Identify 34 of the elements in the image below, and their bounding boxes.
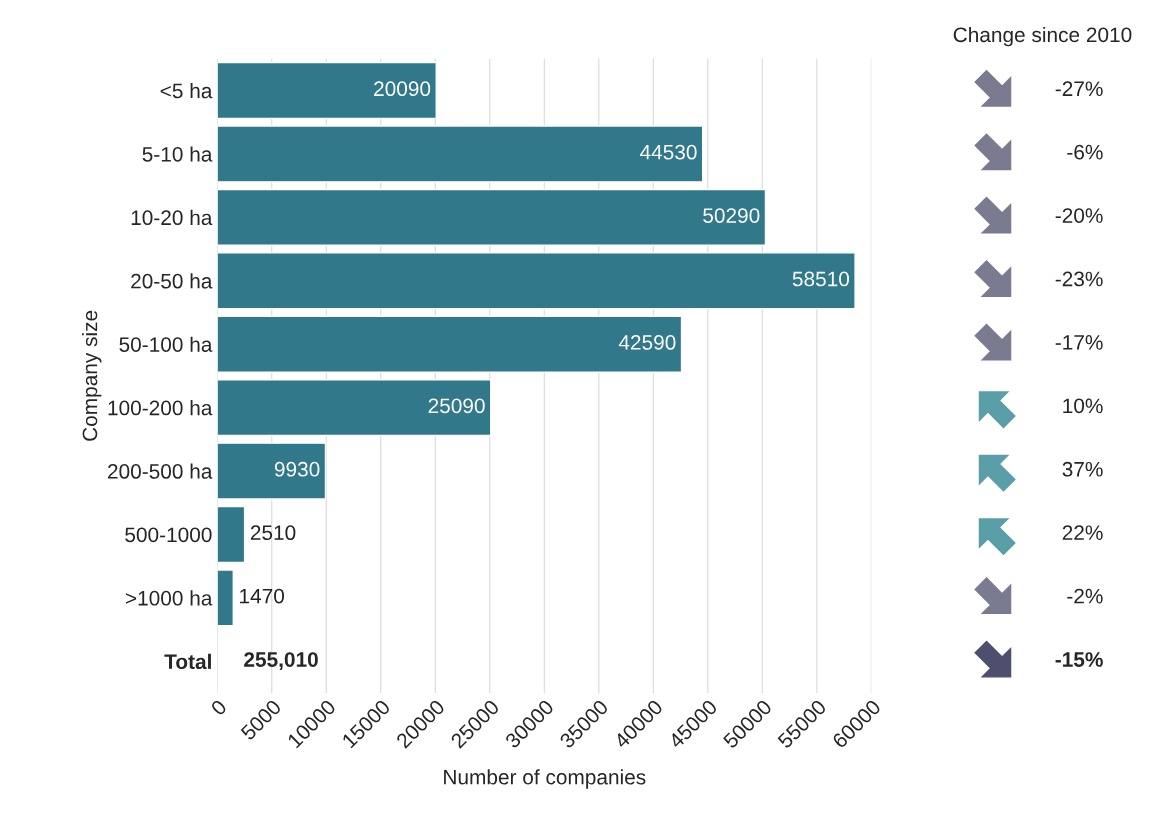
y-tick-label: 20-50 ha [131, 273, 213, 289]
y-tick-label: 500-1000 [125, 527, 212, 543]
y-tick-label: 5-10 ha [142, 146, 213, 162]
data-label: -27% [1055, 81, 1103, 97]
x-tick-label: 0 [210, 698, 228, 717]
data-label: 42590 [618, 335, 676, 350]
data-label: 25090 [428, 398, 485, 414]
y-axis-title: Company size [82, 310, 102, 441]
data-label: 44530 [640, 144, 697, 160]
data-label: -23% [1055, 271, 1103, 287]
x-axis-title: Number of companies [444, 769, 646, 789]
data-label: 37% [1062, 461, 1103, 477]
y-tick-label: 100-200 ha [108, 400, 213, 416]
y-tick-label: 200-500 ha [108, 463, 213, 479]
data-label: -20% [1055, 208, 1103, 223]
data-label: 50290 [703, 208, 760, 223]
data-label: 22% [1062, 525, 1103, 540]
data-label: 20090 [374, 81, 431, 97]
data-label: 58510 [792, 271, 850, 287]
data-label: -17% [1055, 335, 1103, 350]
text: Change since 2010 [953, 26, 1132, 47]
data-label: -6% [1067, 144, 1103, 160]
y-tick-label: >1000 ha [125, 590, 213, 606]
y-tick-label: 10-20 ha [131, 209, 213, 226]
data-label: 9930 [274, 461, 320, 477]
data-label: 2510 [250, 525, 296, 541]
y-tick-label: 50-100 ha [119, 336, 213, 352]
y-tick-label: <5 ha [160, 82, 213, 99]
data-label: -2% [1067, 588, 1103, 604]
y-tick-label: Total [164, 653, 211, 670]
data-label: 1470 [240, 588, 285, 604]
text: 255,010 [244, 652, 318, 670]
data-label: 10% [1063, 398, 1103, 414]
data-label: -15% [1055, 652, 1103, 667]
